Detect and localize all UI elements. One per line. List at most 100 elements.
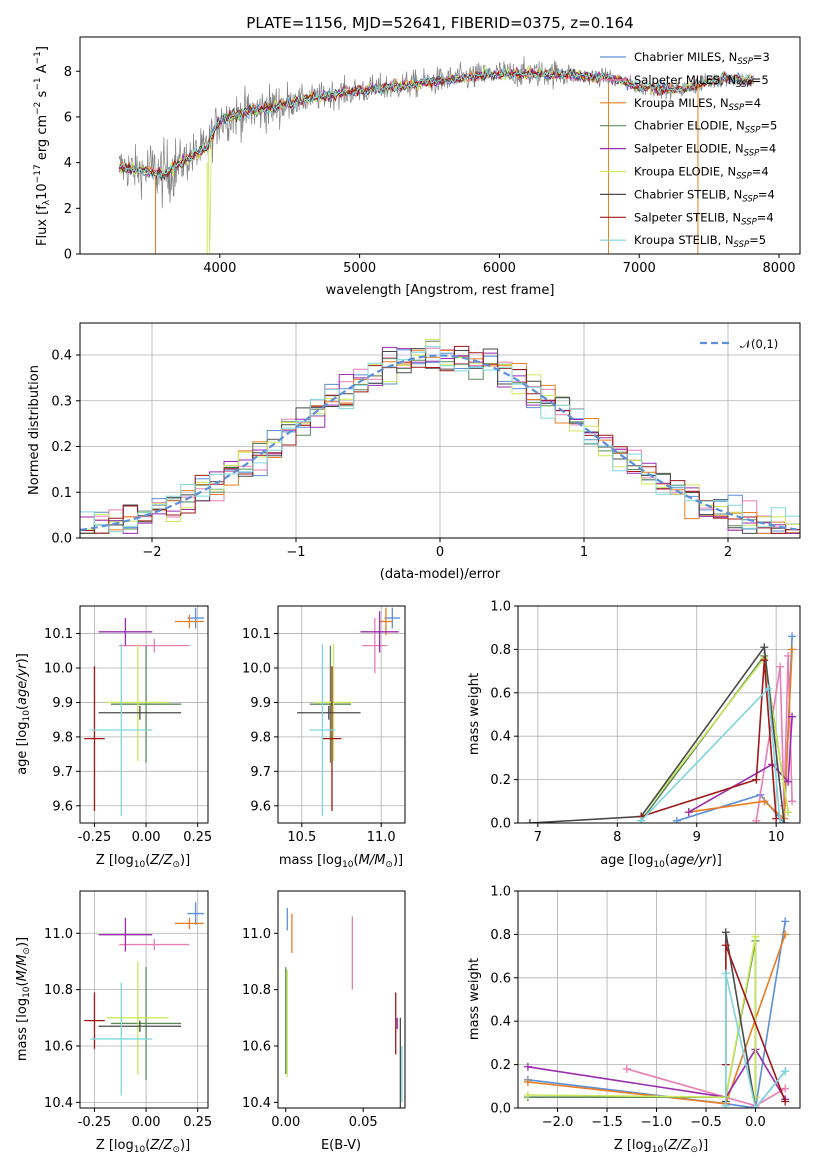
x-tick-label: 7000 [623, 261, 656, 276]
x-tick-label: 7 [534, 830, 542, 845]
weight-line [640, 660, 777, 819]
y-tick-label: 10.1 [44, 627, 73, 642]
y-tick-label: 0.4 [51, 349, 72, 364]
weight-marker [721, 969, 730, 978]
panel-frame [79, 890, 209, 1109]
x-tick-label: 0.0 [745, 1115, 766, 1130]
legend-label: Chabrier STELIB, NSSP=4 [634, 187, 775, 204]
mass-vs-EBV-xlabel: E(B-V) [321, 1138, 361, 1153]
weight-vs-age-panel: 7 8 9 10 0.0 0.2 0.4 0.6 0.8 1.0 [490, 600, 801, 845]
weight-marker [781, 1097, 790, 1106]
model-spectrum-line [118, 66, 754, 180]
weight-marker [781, 917, 790, 926]
y-tick-label: 0.3 [51, 394, 72, 409]
weight-marker [523, 1077, 532, 1086]
x-tick-label: −1.5 [591, 1115, 623, 1130]
y-tick-label: 0.2 [51, 440, 72, 455]
weight-marker [776, 662, 785, 671]
weight-marker [637, 816, 646, 823]
weight-vs-Z-ylabel: mass weight [467, 958, 482, 1040]
spectrum-title: PLATE=1156, MJD=52641, FIBERID=0375, z=0… [246, 14, 633, 32]
y-tick-label: 9.7 [250, 765, 271, 780]
weight-marker [764, 684, 773, 693]
weight-marker [523, 1062, 532, 1071]
y-tick-label: 9.6 [52, 799, 73, 814]
weight-marker [751, 1104, 760, 1108]
y-tick-label: 0.2 [490, 1058, 511, 1073]
weight-marker [721, 941, 730, 950]
x-tick-label: −0.5 [690, 1115, 722, 1130]
mass-ylabel: mass [log10(M/M⊙)] [15, 937, 32, 1061]
weight-marker [788, 797, 797, 806]
y-tick-label: 0.6 [490, 971, 511, 986]
weight-line [527, 1047, 786, 1100]
x-tick-label: 0.25 [183, 1115, 212, 1130]
model-spectrum-line [118, 68, 754, 182]
weight-marker [780, 819, 789, 823]
y-tick-label: 0.6 [490, 686, 511, 701]
y-tick-label: 0.8 [490, 928, 511, 943]
y-tick-label: 0.0 [490, 1102, 511, 1117]
residual-ylabel: Normed distribution [27, 365, 42, 495]
y-tick-label: 10.8 [242, 983, 271, 998]
x-tick-label: −1 [286, 545, 305, 560]
y-tick-label: 6 [64, 110, 72, 125]
age-vs-mass-xlabel: mass [log10(M/M⊙)] [279, 853, 403, 870]
y-tick-label: 0.8 [490, 643, 511, 658]
x-tick-label: 4000 [203, 261, 236, 276]
panel-frame [517, 605, 801, 824]
histogram-step-line [80, 346, 800, 533]
residual-legend: 𝒩(0,1) [700, 337, 778, 351]
y-tick-label: 10.8 [44, 983, 73, 998]
x-tick-label: 0.25 [183, 830, 212, 845]
y-tick-label: 8 [64, 65, 72, 80]
y-tick-label: 10.6 [242, 1040, 271, 1055]
legend-label: Kroupa MILES, NSSP=4 [634, 96, 761, 113]
x-tick-label: 10 [768, 830, 785, 845]
x-tick-label: 11.0 [367, 830, 396, 845]
x-tick-label: 1 [580, 545, 588, 560]
weight-marker [684, 808, 693, 817]
weight-marker [784, 808, 793, 817]
weight-marker [781, 930, 790, 939]
y-tick-label: 1.0 [490, 885, 511, 900]
y-tick-label: 9.8 [52, 730, 73, 745]
y-tick-label: 10.6 [44, 1040, 73, 1055]
y-tick-label: 9.7 [52, 765, 73, 780]
x-tick-label: 0.00 [132, 830, 161, 845]
y-tick-label: 0.1 [51, 486, 72, 501]
weight-line [688, 649, 793, 821]
residual-xlabel: (data-model)/error [380, 567, 501, 582]
panel-frame [277, 890, 406, 1109]
weight-marker [760, 643, 769, 652]
weight-marker [784, 777, 793, 786]
y-tick-label: 10.1 [242, 627, 271, 642]
y-tick-label: 9.9 [52, 696, 73, 711]
x-tick-label: 2 [724, 545, 732, 560]
age-vs-Z-xlabel: Z [log10(Z/Z⊙)] [96, 853, 190, 870]
x-tick-label: -0.25 [78, 830, 112, 845]
x-tick-label: 0.05 [349, 1115, 378, 1130]
legend-label: Kroupa STELIB, NSSP=5 [634, 233, 766, 250]
spectrum-ylabel: Flux [fλ10−17 erg cm−2 s−1 A−1] [33, 46, 52, 246]
spectrum-legend: Chabrier MILES, NSSP=3 Salpeter MILES, NS… [600, 50, 777, 250]
legend-label: Salpeter MILES, NSSP=5 [634, 73, 769, 90]
x-tick-label: −1.0 [641, 1115, 673, 1130]
y-tick-label: 0.0 [51, 532, 72, 547]
y-tick-label: 2 [64, 202, 72, 217]
age-vs-mass-panel: 10.5 11.0 9.6 9.7 9.8 9.9 10.0 10.1 [242, 605, 406, 845]
weight-marker [721, 928, 730, 937]
y-tick-label: 0.2 [490, 773, 511, 788]
x-tick-label: −2.0 [542, 1115, 574, 1130]
panel-frame [277, 605, 406, 824]
legend-label: Chabrier MILES, NSSP=3 [634, 50, 770, 67]
weight-marker [788, 645, 797, 654]
legend-label: Kroupa ELODIE, NSSP=4 [634, 165, 769, 182]
normal-reference-curve [80, 354, 800, 532]
panel-frame [517, 890, 801, 1109]
weight-vs-Z-panel: −2.0 −1.5 −1.0 −0.5 0.0 0.0 0.2 0.4 0.6 0.8 1.0 [490, 885, 801, 1130]
weight-marker [752, 816, 761, 823]
y-tick-label: 10.4 [44, 1096, 73, 1111]
y-tick-label: 1.0 [490, 600, 511, 615]
x-tick-label: 0.00 [132, 1115, 161, 1130]
